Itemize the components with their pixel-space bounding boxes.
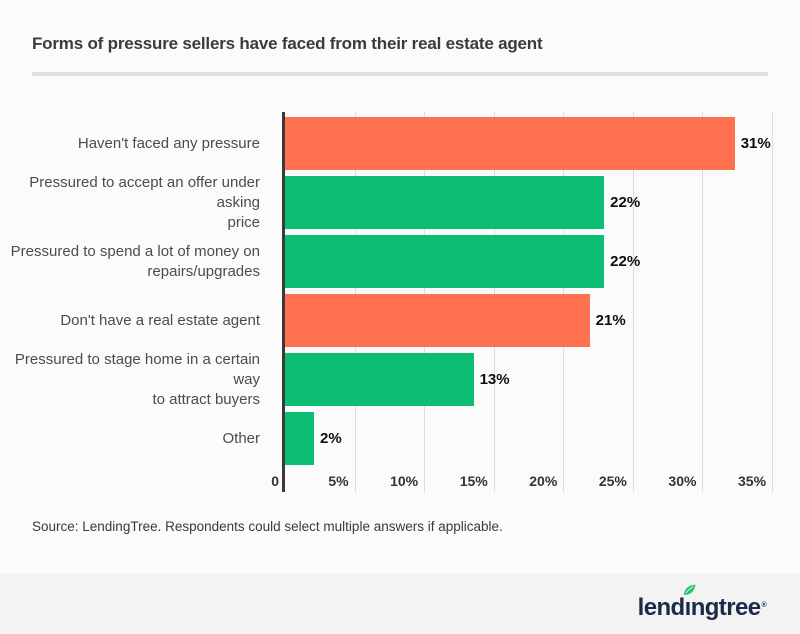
gridline bbox=[632, 112, 634, 492]
logo-text-ngtree: ngtree bbox=[690, 593, 761, 621]
category-label: Pressured to spend a lot of money on rep… bbox=[10, 242, 260, 280]
gridline bbox=[702, 112, 704, 492]
bar-row: 31% bbox=[285, 117, 800, 170]
bar-row: 21% bbox=[285, 294, 800, 347]
gridline bbox=[772, 112, 774, 492]
logo-i-wrap: ı bbox=[683, 584, 696, 621]
category-labels: Haven't faced any pressure Pressured to … bbox=[0, 117, 272, 471]
bar bbox=[285, 412, 314, 465]
x-axis-tick-label: 10% bbox=[390, 473, 419, 489]
bar-row: 22% bbox=[285, 235, 800, 288]
bar-row: 13% bbox=[285, 353, 800, 406]
page-title: Forms of pressure sellers have faced fro… bbox=[32, 34, 543, 53]
bar-value-label: 21% bbox=[595, 312, 626, 329]
title-divider bbox=[32, 72, 768, 76]
bar bbox=[285, 294, 590, 347]
plot-area: 0 5% 10% 15% 20% 25% 30% 35% bbox=[271, 112, 779, 492]
source-note: Source: LendingTree. Respondents could s… bbox=[32, 519, 503, 534]
bar-value-label: 22% bbox=[610, 253, 641, 270]
bar-value-label: 13% bbox=[479, 371, 510, 388]
chart-card: Forms of pressure sellers have faced fro… bbox=[0, 34, 800, 534]
x-axis-tick-label: 20% bbox=[529, 473, 558, 489]
footer: lend ı ngtree ® bbox=[0, 573, 800, 634]
bar-value-label: 22% bbox=[610, 194, 641, 211]
bars-container: 31% 22% 22% 21% 13% 2% bbox=[285, 117, 800, 471]
x-axis-tick-label: 25% bbox=[598, 473, 627, 489]
category-label: Other bbox=[222, 429, 260, 447]
bar-row: 22% bbox=[285, 176, 800, 229]
bar bbox=[285, 353, 474, 406]
x-axis-tick-label: 5% bbox=[328, 473, 349, 489]
x-axis-tick-label: 15% bbox=[459, 473, 488, 489]
category-label: Don't have a real estate agent bbox=[60, 311, 260, 329]
bar bbox=[285, 117, 735, 170]
leaf-icon bbox=[683, 584, 696, 595]
bar-row: 2% bbox=[285, 412, 800, 465]
bar-value-label: 31% bbox=[740, 135, 771, 152]
bar bbox=[285, 235, 605, 288]
bar-chart: Haven't faced any pressure Pressured to … bbox=[0, 112, 800, 492]
x-axis-tick-label: 35% bbox=[738, 473, 767, 489]
category-label: Pressured to accept an offer under askin… bbox=[29, 173, 260, 231]
bar bbox=[285, 176, 605, 229]
lendingtree-logo: lend ı ngtree ® bbox=[637, 584, 767, 621]
x-axis-tick-label: 0 bbox=[271, 473, 279, 489]
bar-value-label: 2% bbox=[320, 430, 342, 447]
logo-text-i: ı bbox=[684, 593, 692, 621]
registered-mark: ® bbox=[761, 601, 766, 609]
x-axis-tick-label: 30% bbox=[668, 473, 697, 489]
category-label: Haven't faced any pressure bbox=[77, 134, 260, 152]
logo-text-lend: lend bbox=[637, 593, 686, 621]
category-label: Pressured to stage home in a certain way… bbox=[14, 350, 260, 408]
